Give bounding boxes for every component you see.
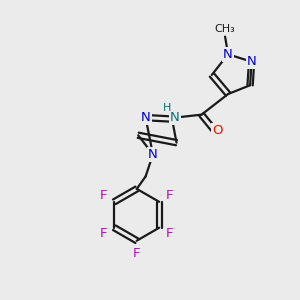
Text: O: O	[212, 124, 223, 137]
Text: N: N	[141, 111, 151, 124]
Text: N: N	[223, 48, 233, 61]
Text: CH₃: CH₃	[215, 24, 236, 34]
Text: N: N	[170, 111, 180, 124]
Text: F: F	[133, 247, 140, 260]
Text: N: N	[247, 55, 256, 68]
Text: F: F	[166, 227, 174, 240]
Text: N: N	[148, 148, 158, 161]
Text: H: H	[163, 103, 171, 113]
Text: F: F	[100, 227, 107, 240]
Text: F: F	[100, 189, 107, 202]
Text: F: F	[166, 189, 174, 202]
